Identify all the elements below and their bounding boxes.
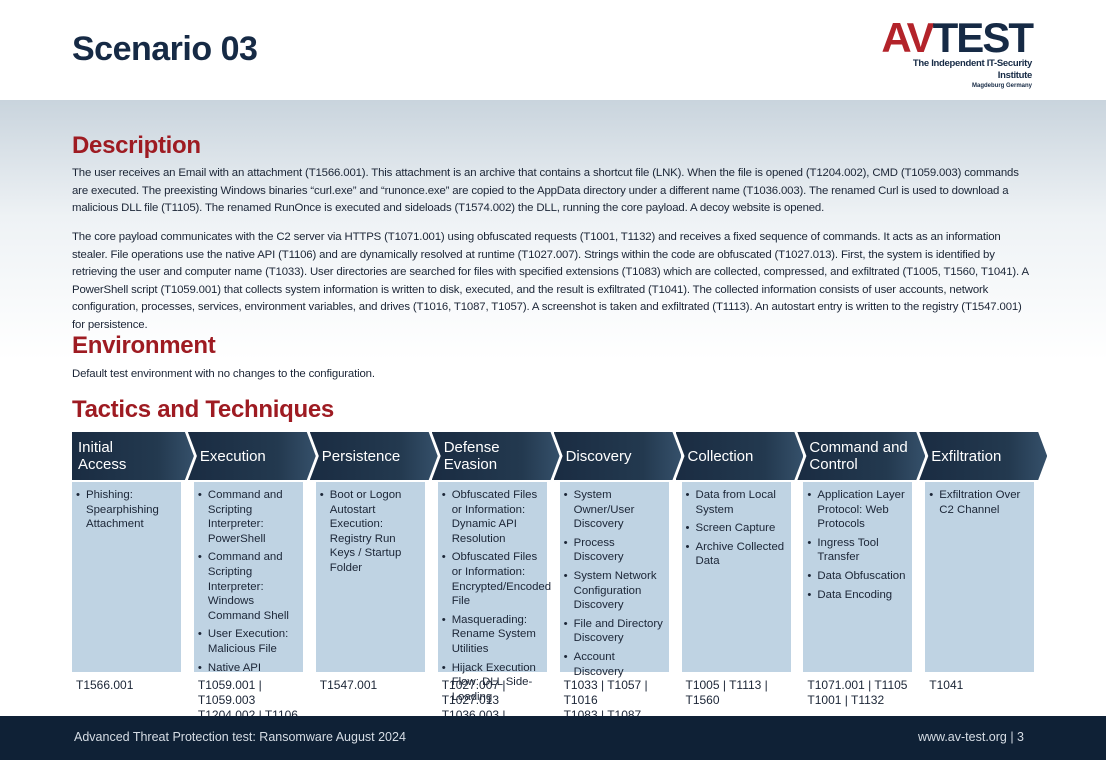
technique-list: Command and Scripting Interpreter: Power… (198, 488, 299, 675)
logo-av: AV (881, 14, 934, 61)
logo-tagline: The Independent IT-Security Institute (912, 58, 1032, 81)
tactic-header: Execution (188, 432, 316, 480)
technique: System Network Configuration Discovery (564, 569, 665, 613)
technique-id-line: T1041 (929, 678, 964, 692)
tactic-name-line: Evasion (443, 456, 498, 473)
page-title: Scenario 03 (72, 30, 258, 68)
tactic-header: Initial Access (72, 432, 194, 480)
tactic-name-line: Access (78, 456, 127, 473)
tactic-name-line: Discovery (565, 447, 632, 465)
logo: AVTEST The Independent IT-Security Insti… (880, 17, 1034, 90)
technique: Obfuscated Files or Information: Encrypt… (442, 550, 551, 608)
section-heading: Environment (72, 332, 216, 359)
tactic-techniques: Boot or Logon Autostart Execution: Regis… (315, 482, 425, 672)
paragraph: The user receives an Email with an attac… (72, 167, 1019, 215)
tactic-name-line: Persistence (321, 447, 401, 465)
tactic-techniques: Exfiltration Over C2 Channel (925, 482, 1035, 672)
technique: Data Obfuscation (807, 569, 908, 584)
footer-right: www.av-test.org | 3 (917, 730, 1024, 744)
technique-ids: T1566.001 (76, 678, 193, 693)
logo-location: Magdeburg Germany (971, 83, 1032, 89)
technique-id-line: T1071.001 | T1105 (807, 678, 908, 692)
tactic-name-line: Collection (687, 447, 754, 465)
technique: Data from Local System (686, 488, 787, 517)
technique-id-line: T1033 | T1057 | T1016 (563, 678, 648, 707)
logo-brand: AVTEST (880, 17, 1034, 59)
tactic-header: Exfiltration (919, 432, 1047, 480)
technique-list: Exfiltration Over C2 Channel (929, 488, 1030, 517)
logo-test: TEST (932, 14, 1034, 61)
technique: Archive Collected Data (686, 540, 787, 569)
technique: Phishing: Spearphishing Attachment (76, 488, 177, 532)
header-band (0, 100, 1106, 360)
tactic-techniques: Data from Local System Screen Capture Arch… (681, 482, 791, 672)
tactic-techniques: System Owner/User Discovery Process Disco… (559, 482, 669, 678)
technique: Command and Scripting Interpreter: Power… (198, 488, 299, 546)
technique: Ingress Tool Transfer (807, 536, 908, 565)
technique: User Execution: Malicious File (198, 627, 299, 656)
technique: Obfuscated Files or Information: Dynamic… (442, 488, 543, 546)
technique: File and Directory Discovery (564, 617, 665, 646)
technique-ids: T1005 | T1113 | T1560 (686, 678, 803, 708)
paragraph: Default test environment with no changes… (72, 368, 375, 380)
technique: Application Layer Protocol: Web Protocol… (807, 488, 908, 532)
technique-list: Data from Local System Screen Capture Arch… (686, 488, 787, 569)
technique-list: Obfuscated Files or Information: Dynamic… (442, 488, 551, 705)
section-heading: Description (72, 132, 201, 159)
technique-id-line: T1566.001 (76, 678, 134, 692)
tactic-header: Defense Evasion (432, 432, 560, 480)
technique-list: System Owner/User Discovery Process Disco… (564, 488, 665, 679)
technique-list: Phishing: Spearphishing Attachment (76, 488, 177, 532)
tactic-header: Persistence (310, 432, 438, 480)
paragraph: The core payload communicates with the C… (72, 231, 1029, 331)
technique: Process Discovery (564, 536, 665, 565)
technique: Native API (198, 661, 299, 676)
technique: System Owner/User Discovery (564, 488, 665, 532)
technique-id-line: T1027.007 | T1027.013 (441, 678, 506, 707)
technique-list: Boot or Logon Autostart Execution: Regis… (320, 488, 421, 576)
technique-ids: T1547.001 (320, 678, 437, 693)
tactic-techniques: Application Layer Protocol: Web Protocol… (803, 482, 913, 672)
technique-id-line: T1005 | T1113 | T1560 (685, 678, 768, 707)
tactic-techniques: Phishing: Spearphishing Attachment (72, 482, 181, 672)
technique: Data Encoding (807, 588, 908, 603)
footer: Advanced Threat Protection test: Ransomw… (0, 716, 1106, 760)
technique-id-line: T1059.001 | T1059.003 (197, 678, 262, 707)
technique: Account Discovery (564, 650, 665, 679)
technique: Masquerading: Rename System Utilities (442, 613, 543, 657)
technique-id-line: T1547.001 (319, 678, 378, 692)
technique: Boot or Logon Autostart Execution: Regis… (320, 488, 421, 576)
tactic-techniques: Obfuscated Files or Information: Dynamic… (437, 482, 551, 703)
tactic-techniques: Command and Scripting Interpreter: Power… (193, 482, 303, 675)
tactic-name-line: Command and (809, 439, 908, 456)
technique-ids: T1041 (929, 678, 1046, 693)
technique-ids: T1071.001 | T1105 T1001 | T1132 (807, 678, 924, 708)
tactic-name-line: Defense (443, 439, 500, 456)
section-heading: Tactics and Techniques (72, 396, 334, 423)
technique-list: Application Layer Protocol: Web Protocol… (807, 488, 908, 602)
tactic-name-line: Initial (78, 439, 114, 456)
tactic-name-line: Execution (199, 447, 266, 465)
technique: Command and Scripting Interpreter: Windo… (198, 550, 299, 623)
footer-left: Advanced Threat Protection test: Ransomw… (74, 730, 406, 744)
technique: Hijack Execution Flow: DLL Side-Loading (442, 661, 543, 705)
tactic-name-line: Exfiltration (931, 447, 1002, 465)
technique: Screen Capture (686, 521, 787, 536)
tactic-name-line: Control (809, 456, 858, 473)
tactic-header: Collection (676, 432, 804, 480)
tactic-header: Discovery (554, 432, 682, 480)
technique-id-line: T1001 | T1132 (807, 693, 885, 707)
technique: Exfiltration Over C2 Channel (929, 488, 1030, 517)
tactic-header: Command and Control (797, 432, 925, 480)
